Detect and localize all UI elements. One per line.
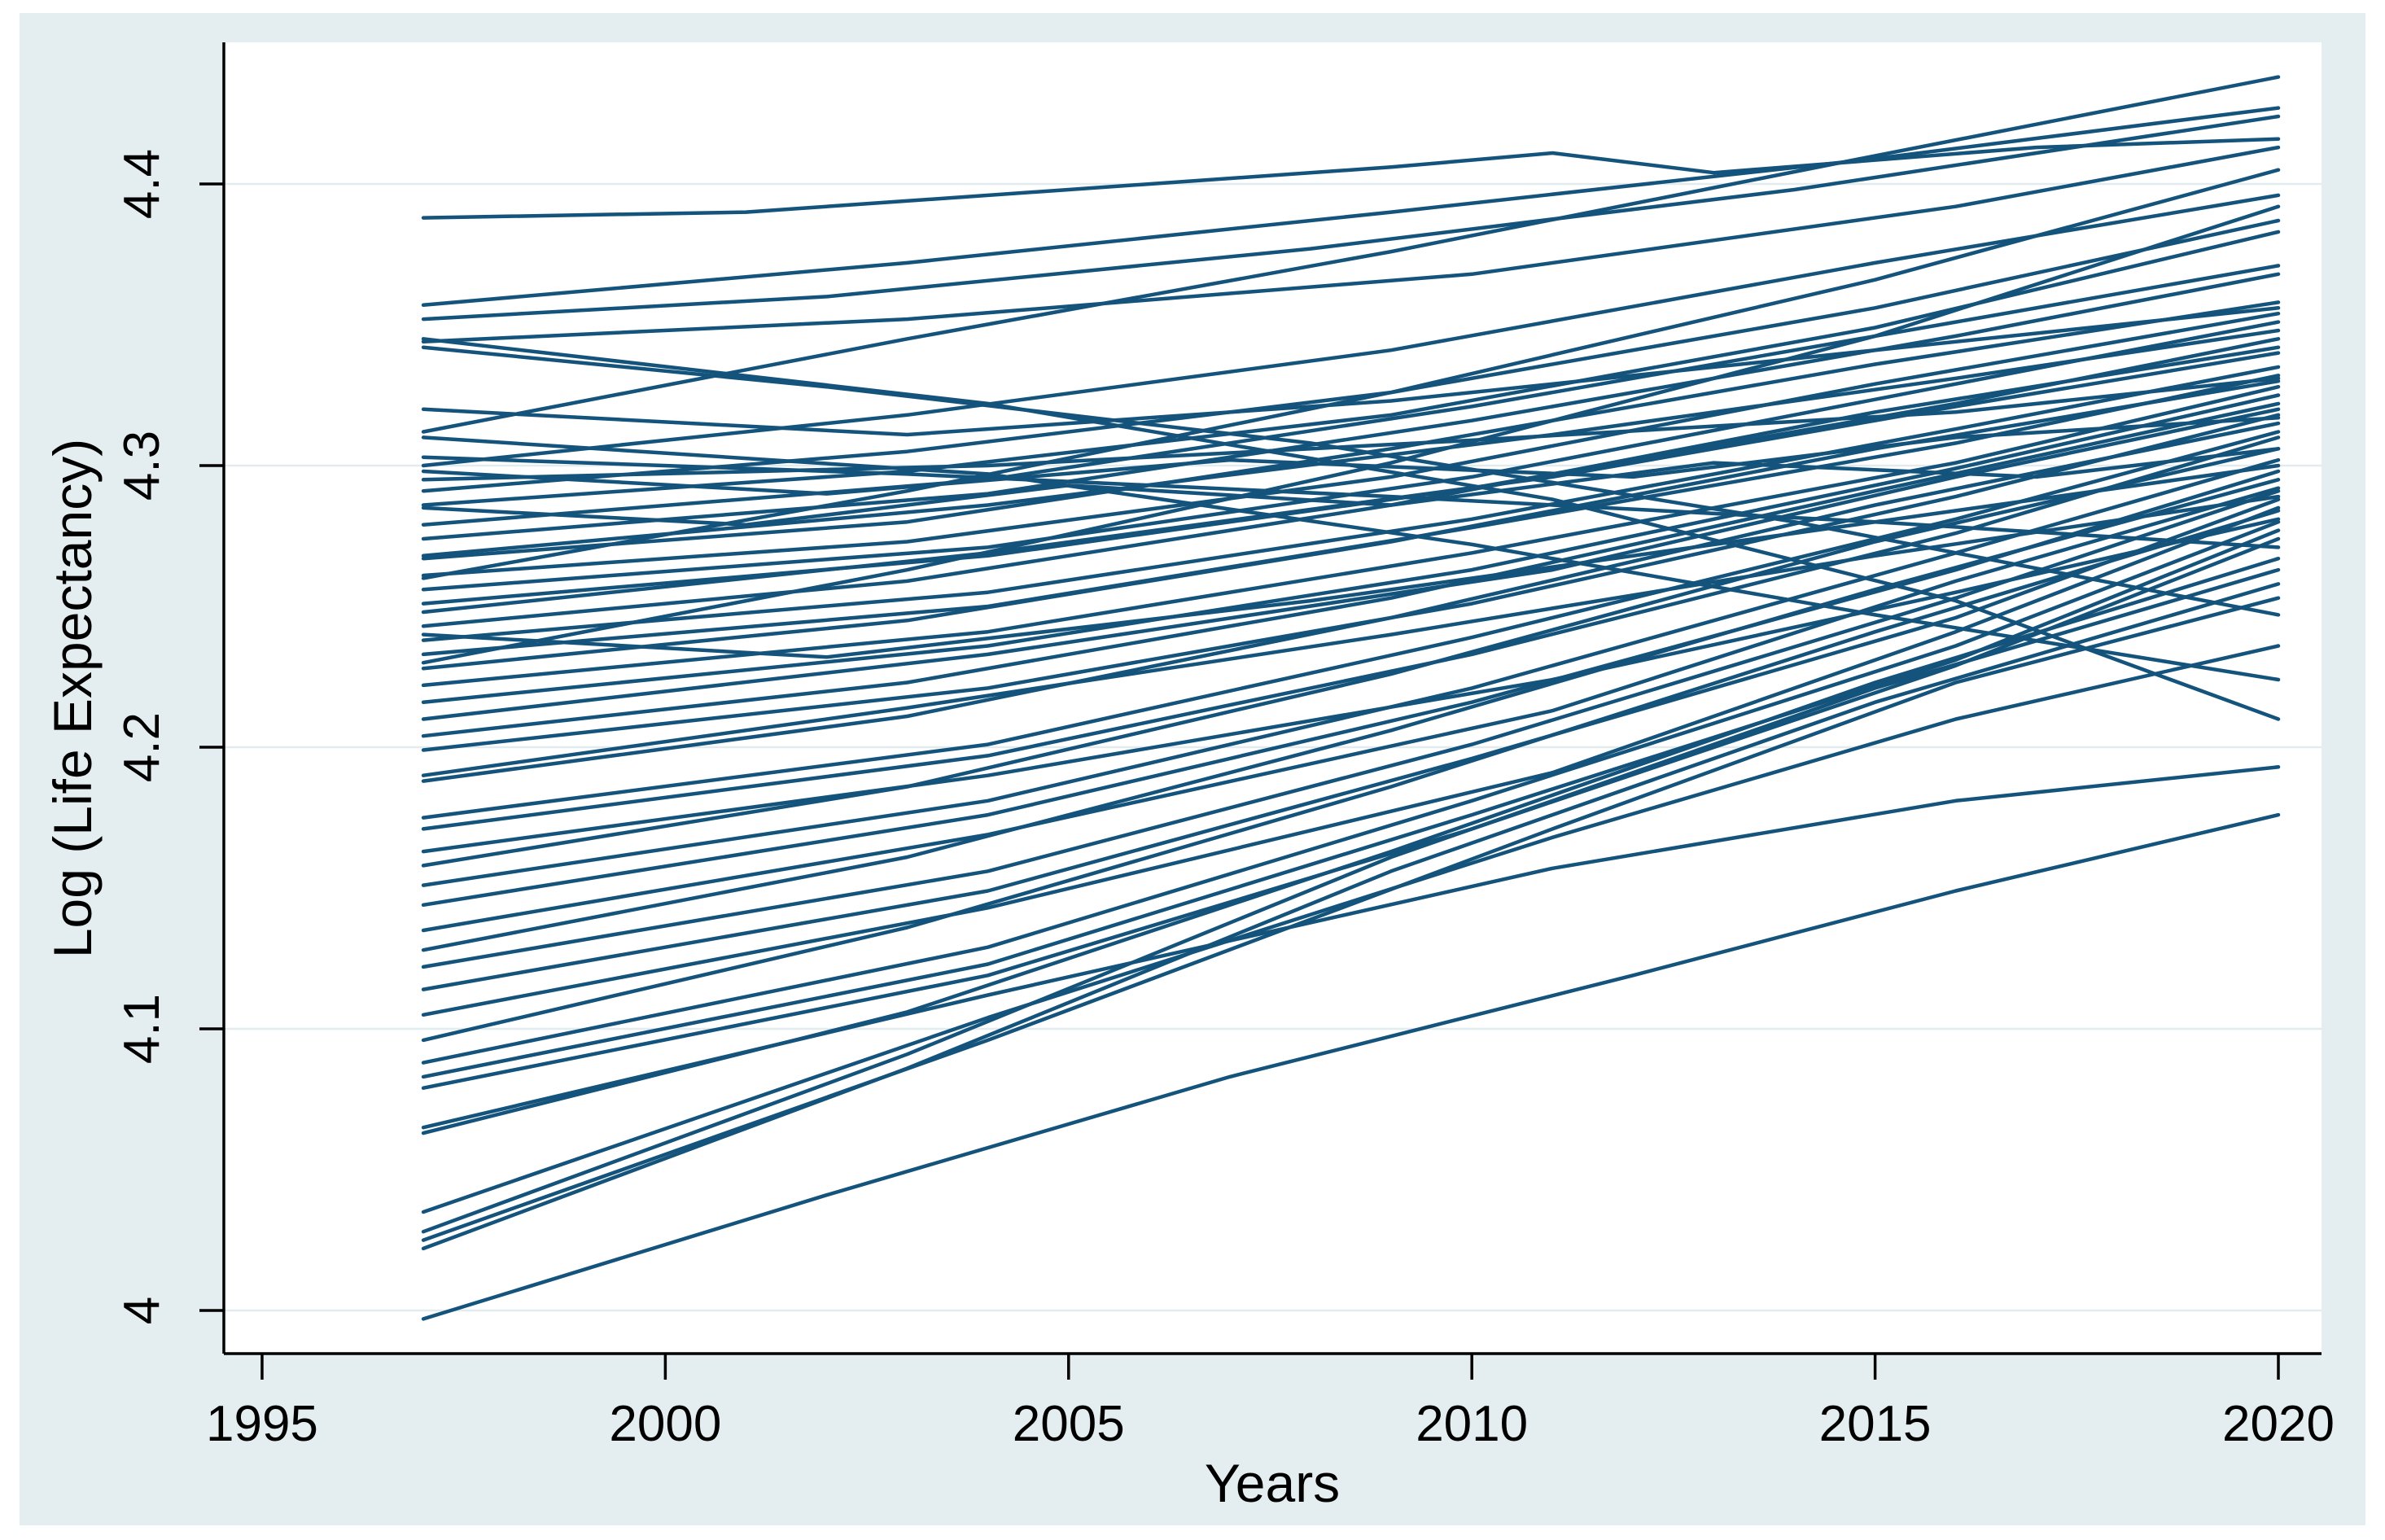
x-tick-label: 2010: [1416, 1396, 1528, 1452]
y-axis-title: Log (Life Expectancy): [42, 439, 103, 958]
y-tick-label: 4.4: [114, 149, 170, 219]
series-line: [421, 384, 2281, 688]
series-line: [421, 393, 2281, 704]
series-line: [421, 204, 2281, 665]
series-line: [421, 311, 2281, 578]
y-tick-label: 4.1: [114, 994, 170, 1064]
series-line: [421, 644, 2281, 1214]
series-line: [421, 137, 2281, 220]
series-line: [421, 505, 2281, 1017]
series-line: [421, 106, 2281, 308]
series-line: [421, 447, 2281, 527]
series-line: [421, 378, 2281, 671]
series-line: [421, 478, 2281, 952]
series-line: [421, 264, 2281, 527]
series-line: [421, 168, 2281, 580]
series-line: [421, 75, 2281, 434]
plot-area: [224, 42, 2322, 1354]
axis-tick-labels: 4 4.1 4.2 4.3 4.4 1995 2000 2005 2010 2015 2020: [114, 149, 2335, 1452]
axis-ticks: [199, 182, 2280, 1380]
series-line: [421, 435, 2281, 831]
series-line: [421, 300, 2281, 561]
y-tick-label: 4.3: [114, 431, 170, 501]
series-line: [421, 765, 2281, 1130]
series-line: [421, 230, 2281, 507]
series-line: [421, 193, 2281, 468]
series-line: [421, 519, 2281, 1065]
x-tick-label: 2005: [1013, 1396, 1125, 1452]
series-line: [421, 596, 2281, 1242]
series-line: [421, 812, 2281, 1321]
series-line: [421, 415, 2281, 496]
series-line: [421, 328, 2281, 558]
series-line: [421, 145, 2281, 344]
x-axis-title: Years: [1205, 1453, 1340, 1513]
series-line: [421, 517, 2281, 854]
x-tick-label: 2000: [609, 1396, 721, 1452]
series-line: [421, 528, 2281, 1079]
series-line: [421, 401, 2281, 738]
series-line: [421, 435, 2281, 682]
series-line: [421, 421, 2281, 783]
series-line: [421, 351, 2281, 615]
series-line: [421, 494, 2281, 777]
series-line: [421, 337, 2281, 721]
series-line: [421, 455, 2281, 549]
series-line: [421, 447, 2281, 868]
series-line: [421, 488, 2281, 969]
y-tick-label: 4: [114, 1297, 170, 1324]
series-line: [421, 114, 2281, 322]
series-line: [421, 497, 2281, 991]
series-line: [421, 486, 2281, 933]
series-line: [421, 582, 2281, 1251]
x-tick-label: 1995: [206, 1396, 318, 1452]
y-tick-label: 4.2: [114, 712, 170, 782]
series-line: [421, 457, 2281, 887]
series-line: [421, 407, 2281, 721]
series-line: [421, 413, 2281, 752]
series-line: [421, 430, 2281, 820]
series-line: [421, 509, 2281, 1043]
series-line: [421, 365, 2281, 642]
series-line: [421, 567, 2281, 1234]
series-line: [421, 306, 2281, 437]
x-tick-label: 2015: [1819, 1396, 1932, 1452]
series-line: [421, 463, 2281, 659]
x-tick-label: 2020: [2222, 1396, 2335, 1452]
series-lines: [421, 75, 2281, 1321]
